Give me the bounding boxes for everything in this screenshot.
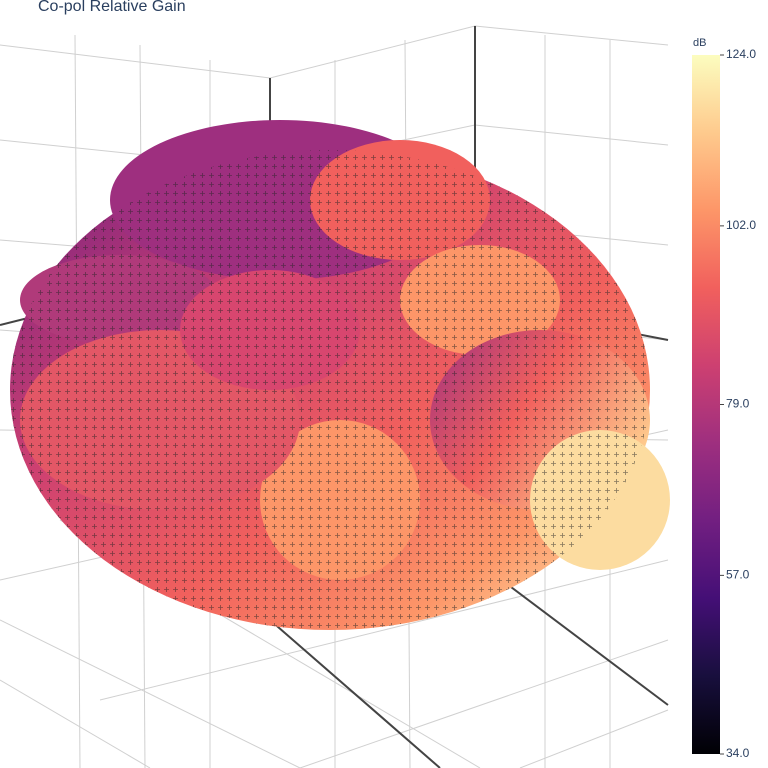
colorbar-tick-label: 124.0 xyxy=(726,47,756,61)
colorbar-tick-label: 57.0 xyxy=(726,568,750,582)
colorbar-title: dB xyxy=(693,37,706,49)
colorbar-tick-label: 34.0 xyxy=(726,746,750,760)
colorbar-tick-label: 79.0 xyxy=(726,397,750,411)
gain-surface xyxy=(10,120,670,630)
colorbar xyxy=(692,55,720,754)
colorbar-tick-label: 102.0 xyxy=(726,218,756,232)
chart-title: Co-pol Relative Gain xyxy=(38,0,186,15)
